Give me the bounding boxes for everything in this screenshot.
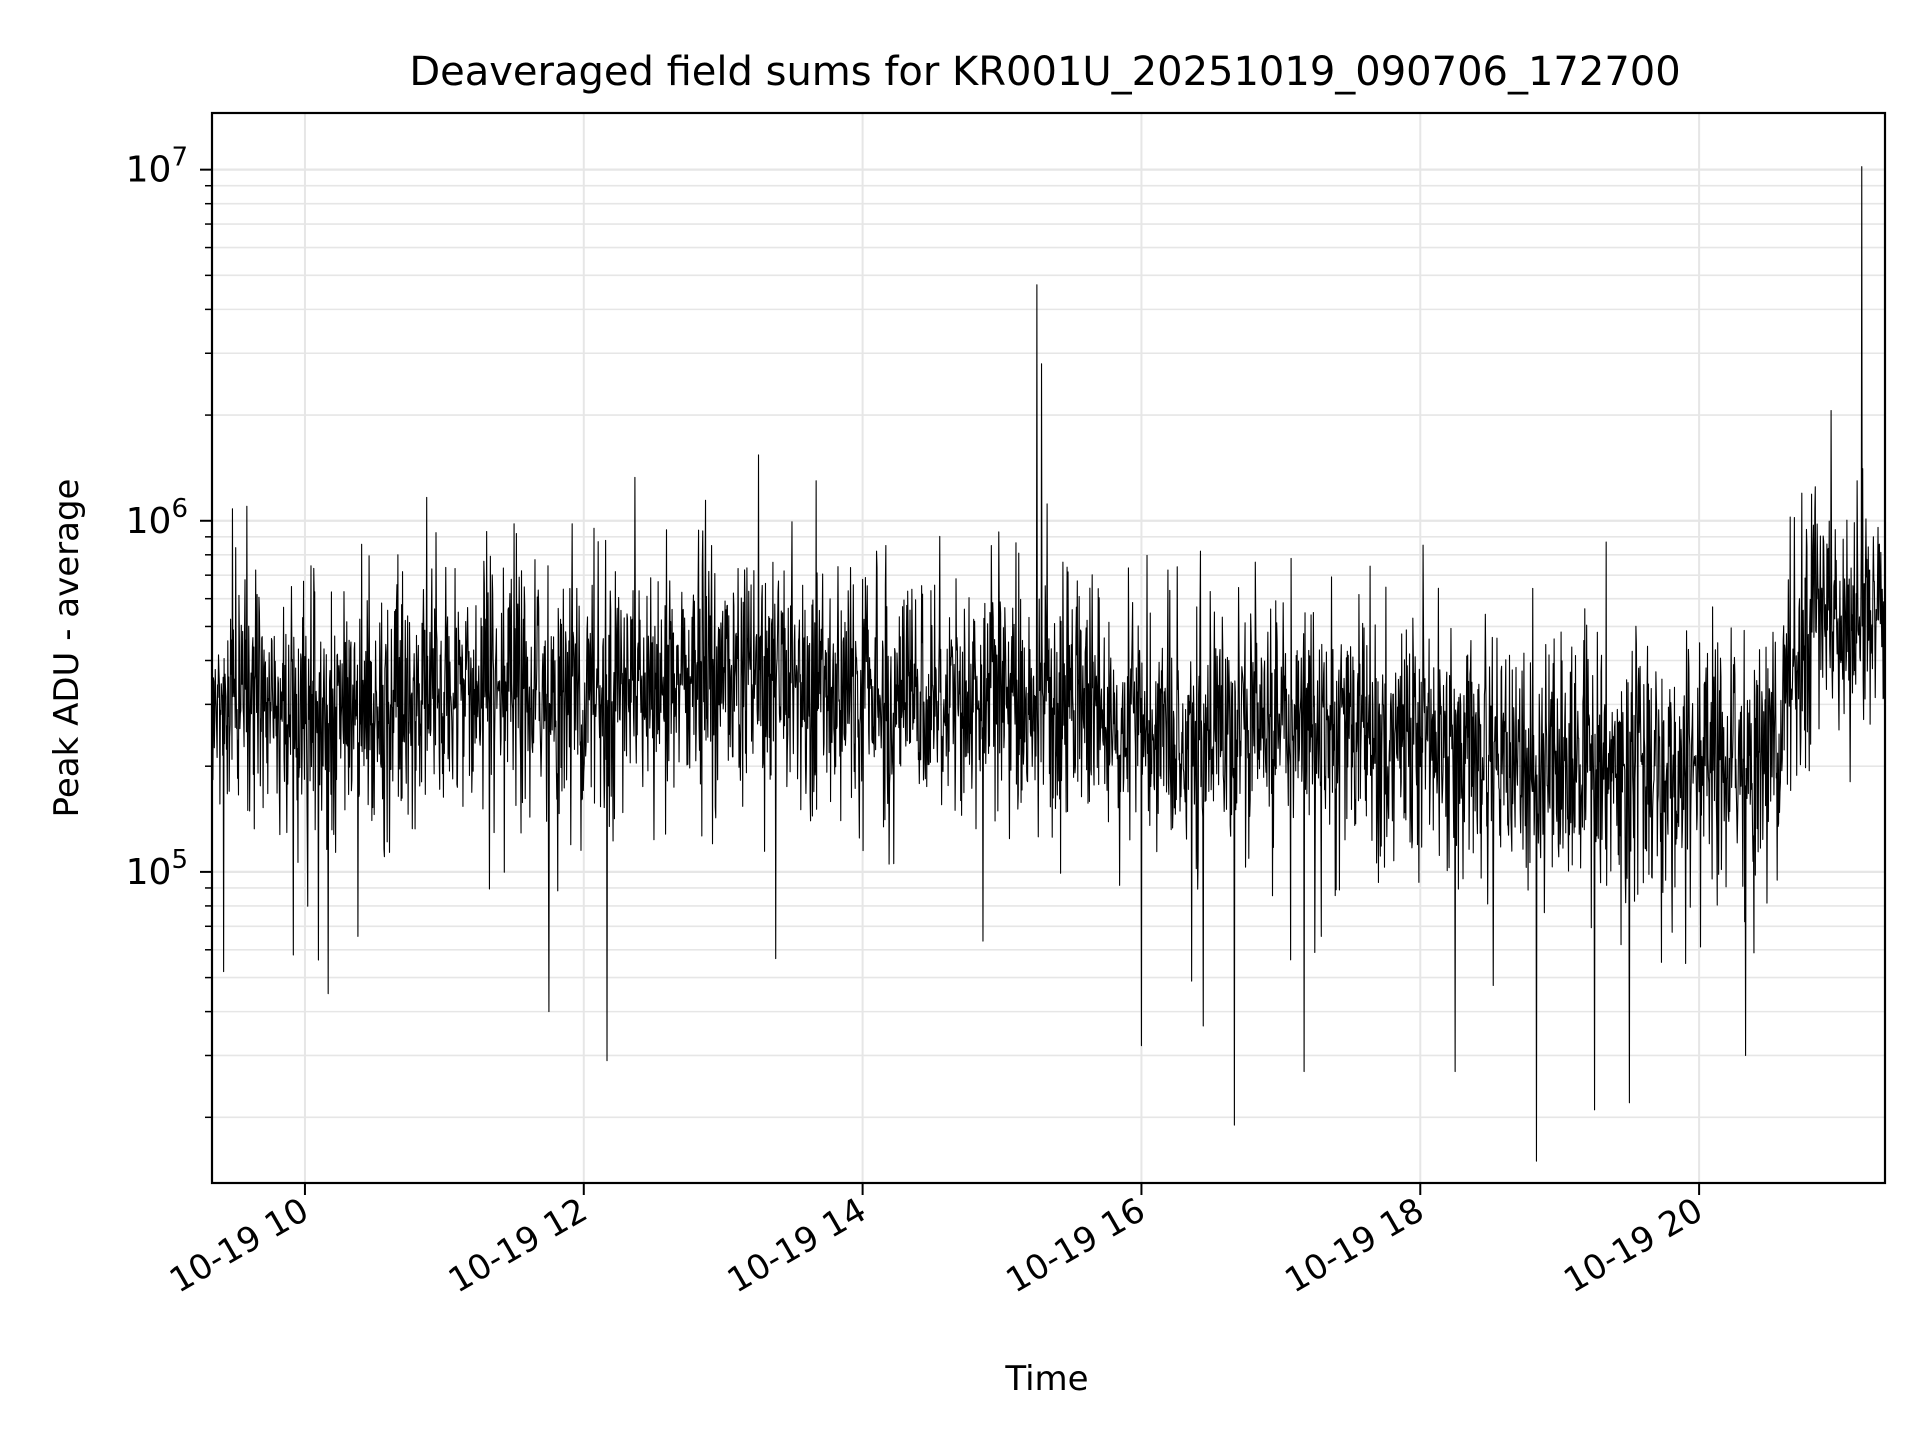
y-axis-label: Peak ADU - average [47,479,87,818]
y-axis: 105 106 107 [126,143,212,1119]
y-tick-label: 107 [126,143,188,191]
series-line [211,166,1886,1162]
x-axis-label: Time [1004,1359,1088,1399]
plot-frame [210,111,1887,1185]
y-tick-label: 106 [126,494,188,542]
data-line [211,166,1886,1162]
chart-title: Deaveraged field sums for KR001U_2025101… [409,49,1680,95]
y-tick-label: 105 [126,845,188,893]
